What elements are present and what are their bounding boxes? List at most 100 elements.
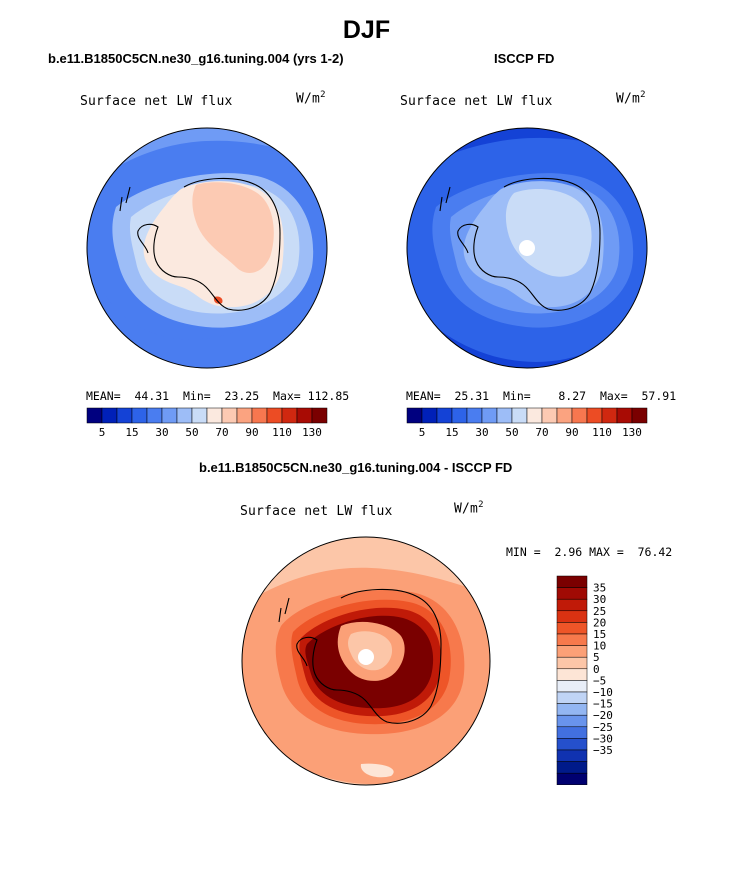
colorbar-difference-swatch	[556, 610, 588, 623]
colorbar-isccp-swatch	[541, 407, 558, 424]
colorbar-isccp-swatch	[526, 407, 543, 424]
colorbar-model-tick-label: 70	[215, 426, 228, 439]
diff-units: W/m2	[454, 500, 484, 517]
colorbar-model-swatch	[161, 407, 178, 424]
colorbar-isccp-swatch	[601, 407, 618, 424]
flux-band	[360, 763, 394, 778]
colorbar-difference-tick-label: −35	[593, 744, 613, 757]
colorbar-isccp-swatch	[496, 407, 513, 424]
colorbar-difference-swatch	[556, 772, 588, 785]
colorbar-model-tick-label: 30	[155, 426, 168, 439]
colorbar-model-tick-label: 5	[99, 426, 106, 439]
colorbar-model-swatch	[146, 407, 163, 424]
colorbar-difference-swatch	[556, 656, 588, 670]
colorbar-difference-swatch	[556, 738, 588, 751]
colorbar-difference-swatch	[556, 622, 588, 635]
colorbar-difference-swatch	[556, 598, 588, 612]
colorbar-isccp-tick-label: 30	[475, 426, 488, 439]
colorbar-difference-swatch	[556, 749, 588, 762]
colorbar-difference-swatch	[556, 761, 588, 774]
colorbar-model-tick-label: 130	[302, 426, 322, 439]
colorbar-difference-tick-label: −15	[593, 698, 613, 711]
colorbar-model-swatch	[221, 407, 238, 424]
colorbar-model-swatch	[236, 407, 253, 424]
colorbar-difference-tick-label: −25	[593, 721, 613, 734]
colorbar-isccp-swatch	[406, 407, 423, 424]
colorbar-difference-tick-label: 35	[593, 582, 606, 595]
colorbar-model-swatch	[176, 407, 193, 424]
colorbar-model-swatch	[116, 407, 133, 424]
colorbar-model-swatch	[206, 407, 223, 424]
map-difference	[241, 536, 491, 786]
diff-min-max: MIN = 2.96 MAX = 76.42	[506, 545, 673, 559]
colorbar-difference-tick-label: 15	[593, 628, 606, 641]
colorbar-difference-tick-label: 20	[593, 616, 606, 629]
colorbar-difference-swatch	[556, 575, 588, 588]
panel-right-stats: MEAN= 25.31 Min= 8.27 Max= 57.91	[406, 389, 677, 403]
colorbar-difference-tick-label: −30	[593, 732, 613, 745]
map-isccp	[406, 127, 648, 369]
colorbar-difference-tick-label: 0	[593, 663, 600, 676]
colorbar-difference-swatch	[556, 668, 588, 681]
colorbar-model-swatch	[131, 407, 148, 424]
colorbar-isccp-swatch	[451, 407, 468, 424]
colorbar-model-swatch	[251, 407, 268, 424]
colorbar-model-tick-label: 90	[245, 426, 258, 439]
colorbar-isccp-swatch	[571, 407, 588, 424]
colorbar-difference-swatch	[556, 633, 588, 646]
colorbar-model-tick-label: 15	[125, 426, 138, 439]
colorbar-difference-swatch	[556, 645, 588, 658]
colorbar-difference-tick-label: −10	[593, 686, 613, 699]
missing-data-pole	[519, 240, 535, 256]
colorbar-isccp-tick-label: 50	[505, 426, 518, 439]
colorbar-isccp-tick-label: 15	[445, 426, 458, 439]
colorbar-isccp-tick-label: 110	[592, 426, 612, 439]
colorbar-model-swatch	[101, 407, 118, 424]
colorbar-model-tick-label: 110	[272, 426, 292, 439]
colorbar-isccp-swatch	[511, 407, 528, 424]
colorbar-isccp-swatch	[436, 407, 453, 424]
colorbar-model-swatch	[296, 407, 313, 424]
panel-left-stats: MEAN= 44.31 Min= 23.25 Max= 112.85	[86, 389, 350, 403]
panel-right-title: ISCCP FD	[494, 51, 555, 66]
colorbar-difference-swatch	[556, 703, 588, 716]
flux-band	[87, 257, 327, 368]
colorbar-isccp-swatch	[481, 407, 498, 424]
panel-left-field-label: Surface net LW flux	[80, 94, 233, 109]
colorbar-model-swatch	[191, 407, 208, 424]
colorbar-difference-swatch	[556, 587, 588, 600]
panel-left-units: W/m2	[296, 90, 326, 107]
colorbar-isccp: 5 15 30 50 70 90 110 130	[406, 407, 648, 439]
colorbar-isccp-tick-label: 90	[565, 426, 578, 439]
colorbar-difference-tick-label: 30	[593, 593, 606, 606]
figure-title: DJF	[342, 16, 391, 44]
panel-right-units: W/m2	[616, 90, 646, 107]
colorbar-model-tick-label: 50	[185, 426, 198, 439]
colorbar-isccp-tick-label: 5	[419, 426, 426, 439]
colorbar-isccp-swatch	[421, 407, 438, 424]
diff-field-label: Surface net LW flux	[240, 504, 393, 519]
colorbar-difference-tick-label: −5	[593, 674, 606, 687]
colorbar-model-swatch	[86, 407, 103, 424]
panel-left-title: b.e11.B1850C5CN.ne30_g16.tuning.004 (yrs…	[48, 51, 344, 66]
colorbar-difference-swatch	[556, 691, 588, 704]
colorbar-isccp-swatch	[616, 407, 633, 424]
diff-title: b.e11.B1850C5CN.ne30_g16.tuning.004 - IS…	[199, 460, 513, 475]
flux-band	[407, 297, 647, 368]
flux-band	[192, 182, 274, 273]
colorbar-difference-swatch	[556, 714, 588, 728]
colorbar-model-swatch	[281, 407, 298, 424]
colorbar-isccp-tick-label: 70	[535, 426, 548, 439]
colorbar-difference-swatch	[556, 726, 588, 739]
panel-right-field-label: Surface net LW flux	[400, 94, 553, 109]
colorbar-difference-swatch	[556, 680, 588, 693]
colorbar-difference-tick-label: −20	[593, 709, 613, 722]
colorbar-isccp-swatch	[631, 407, 648, 424]
colorbar-isccp-swatch	[466, 407, 483, 424]
colorbar-model-swatch	[266, 407, 283, 424]
colorbar-difference-tick-label: 10	[593, 640, 606, 653]
map-model	[86, 127, 328, 369]
colorbar-model-swatch	[311, 407, 328, 424]
colorbar-isccp-swatch	[586, 407, 603, 424]
